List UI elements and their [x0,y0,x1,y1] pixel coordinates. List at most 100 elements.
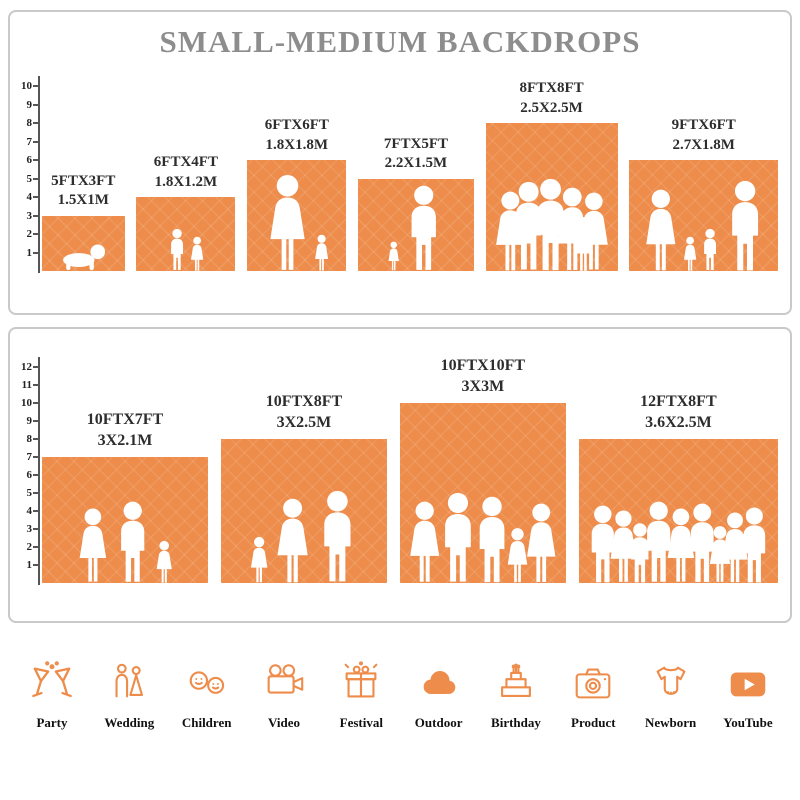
backdrop-group: 12FTX8FT 3.6X2.5M [578,392,778,583]
person-man-silhouette [731,180,758,270]
size-ft-label: 6FTX4FT [153,154,218,170]
person-woman-silhouette [277,498,308,582]
category-label: Video [267,715,300,730]
person-girl-silhouette [314,234,328,271]
bars-row-top: 5FTX3FT 1.5X1M 6FTX4FT 1.8X1.2M 6FTX6FT 1.8X1… [42,79,778,271]
category-label: YouTube [723,715,773,730]
backdrop-bar [399,403,566,583]
person-woman-silhouette [527,503,556,582]
festival-icon [344,661,378,698]
people-silhouettes [579,500,778,583]
category-label: Party [36,715,68,730]
backdrop-size-label: 10FTX8FT 3X2.5M [266,392,342,434]
wedding-icon [115,663,144,698]
ruler-tick-10: 10 [14,397,40,409]
ruler-tick-10: 10 [14,80,40,92]
backdrop-bar [42,215,125,271]
backdrop-size-label: 10FTX7FT 3X2.1M [87,410,163,452]
backdrop-group: 6FTX4FT 1.8X1.2M [136,153,236,271]
category-label: Wedding [104,715,155,730]
person-girl-silhouette [190,236,204,271]
outdoor-icon [423,671,455,695]
product-icon [575,668,611,699]
ruler-tick-5: 5 [14,487,40,499]
backdrop-size-label: 10FTX10FT 3X3M [441,356,525,398]
panel-small-backdrops: SMALL-MEDIUM BACKDROPS 1 2 3 4 5 6 7 8 9 10 5FTX3… [8,10,792,315]
category-wedding: Wedding [93,660,165,731]
ruler-tick-12: 12 [14,361,40,373]
backdrop-size-label: 6FTX6FT 1.8X1.8M [265,116,329,155]
size-m-label: 3X2.5M [276,414,332,432]
backdrop-group: 10FTX10FT 3X3M [399,356,566,583]
person-girl-silhouette [684,236,697,271]
video-icon [267,664,304,694]
page-title: SMALL-MEDIUM BACKDROPS [159,24,641,59]
backdrop-group: 5FTX3FT 1.5X1M [42,172,125,271]
person-woman-silhouette [579,193,608,270]
size-ft-label: 5FTX3FT [51,172,116,189]
backdrop-group: 10FTX8FT 3X2.5M [220,392,387,583]
category-youtube: YouTube [712,660,784,731]
size-ft-label: 8FTX8FT [519,80,584,96]
children-icon [189,671,224,694]
youtube-icon [730,672,766,697]
ruler-tick-5: 5 [14,173,40,185]
people-silhouettes [400,491,566,583]
backdrop-bar [629,160,778,271]
ruler-tick-1: 1 [14,559,40,571]
size-ft-label: 9FTX6FT [671,117,736,133]
size-m-label: 1.5X1M [57,192,109,208]
size-m-label: 2.5X2.5M [520,99,583,116]
category-video: Video [248,660,320,731]
size-ft-label: 10FTX8FT [265,393,343,411]
people-silhouettes [221,489,387,583]
size-m-label: 1.8X1.2M [154,173,218,190]
ruler-tick-8: 8 [14,117,40,129]
ruler-tick-9: 9 [14,99,40,111]
ruler-tick-7: 7 [14,136,40,148]
people-silhouettes [358,184,474,271]
person-woman-silhouette [270,174,305,270]
newborn-icon [656,666,686,695]
category-label: Birthday [491,715,541,730]
category-outdoor: Outdoor [403,660,475,731]
size-m-label: 3X3M [461,378,505,396]
backdrop-bar [42,457,208,583]
size-m-label: 2.7X1.8M [672,136,735,153]
ruler-tick-6: 6 [14,154,40,166]
size-ft-label: 10FTX10FT [440,357,526,375]
ruler-tick-4: 4 [14,505,40,517]
panel-medium-backdrops: 1 2 3 4 5 6 7 8 9 10 11 12 10FTX7FT 3X2.1M 10FTX8FT 3X… [8,327,792,623]
category-label: Newborn [644,715,697,730]
backdrop-group: 7FTX5FT 2.2X1.5M [358,135,474,271]
backdrop-size-label: 8FTX8FT 2.5X2.5M [519,79,583,118]
category-festival: Festival [325,660,397,731]
ruler-tick-8: 8 [14,433,40,445]
category-product: Product [557,660,629,731]
person-girl-silhouette [157,540,173,583]
category-label: Children [181,715,232,730]
category-birthday: Birthday [480,660,552,731]
person-man-silhouette [324,491,351,582]
ruler-tick-1: 1 [14,247,40,259]
size-ft-label: 12FTX8FT [640,393,717,411]
category-newborn: Newborn [635,660,707,731]
backdrop-size-label: 5FTX3FT 1.5X1M [51,172,115,211]
bars-row-bottom: 10FTX7FT 3X2.1M 10FTX8FT 3X2.5M 10FTX10FT 3X3… [42,356,778,583]
size-m-label: 1.8X1.8M [265,136,329,153]
category-party: Party [16,660,88,731]
ruler-tick-2: 2 [14,541,40,553]
size-ft-label: 6FTX6FT [264,117,329,133]
ruler-tick-9: 9 [14,415,40,427]
ruler-tick-2: 2 [14,228,40,240]
backdrop-bar [358,178,474,271]
ruler-top: 1 2 3 4 5 6 7 8 9 10 [14,76,40,273]
person-man-silhouette [411,185,436,270]
person-girl-silhouette [250,537,268,583]
person-girl-silhouette [389,241,400,271]
backdrop-size-label: 9FTX6FT 2.7X1.8M [672,116,736,155]
category-label: Outdoor [414,715,463,730]
size-m-label: 3X2.1M [97,432,153,450]
person-boy-silhouette [170,229,183,271]
